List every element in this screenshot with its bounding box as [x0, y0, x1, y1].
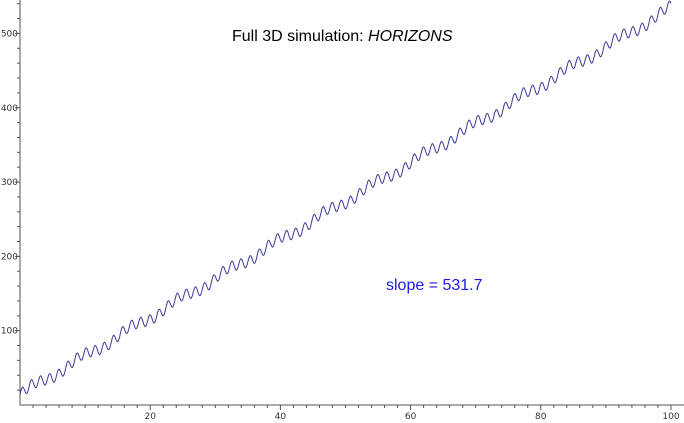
y-tick-label: 100: [1, 327, 18, 337]
y-tick-label: 500: [1, 29, 18, 39]
x-tick-label: 60: [405, 412, 417, 422]
x-tick-label: 40: [275, 412, 287, 422]
y-tick-label: 300: [1, 178, 18, 188]
chart-title: Full 3D simulation: HORIZONS: [232, 28, 453, 45]
x-tick-label: 80: [535, 412, 547, 422]
ticks: 20 40 60 80 100 100 200 300 400 500: [1, 3, 680, 422]
slope-annotation: slope = 531.7: [386, 277, 483, 294]
x-tick-label: 20: [144, 412, 156, 422]
axes: [19, 0, 684, 406]
x-tick-label: 100: [662, 412, 679, 422]
y-tick-label: 400: [1, 104, 18, 114]
y-tick-label: 200: [1, 252, 18, 262]
series-line: [19, 0, 672, 395]
chart-title-main: Full 3D simulation:: [232, 28, 368, 45]
chart-title-italic: HORIZONS: [368, 28, 453, 45]
